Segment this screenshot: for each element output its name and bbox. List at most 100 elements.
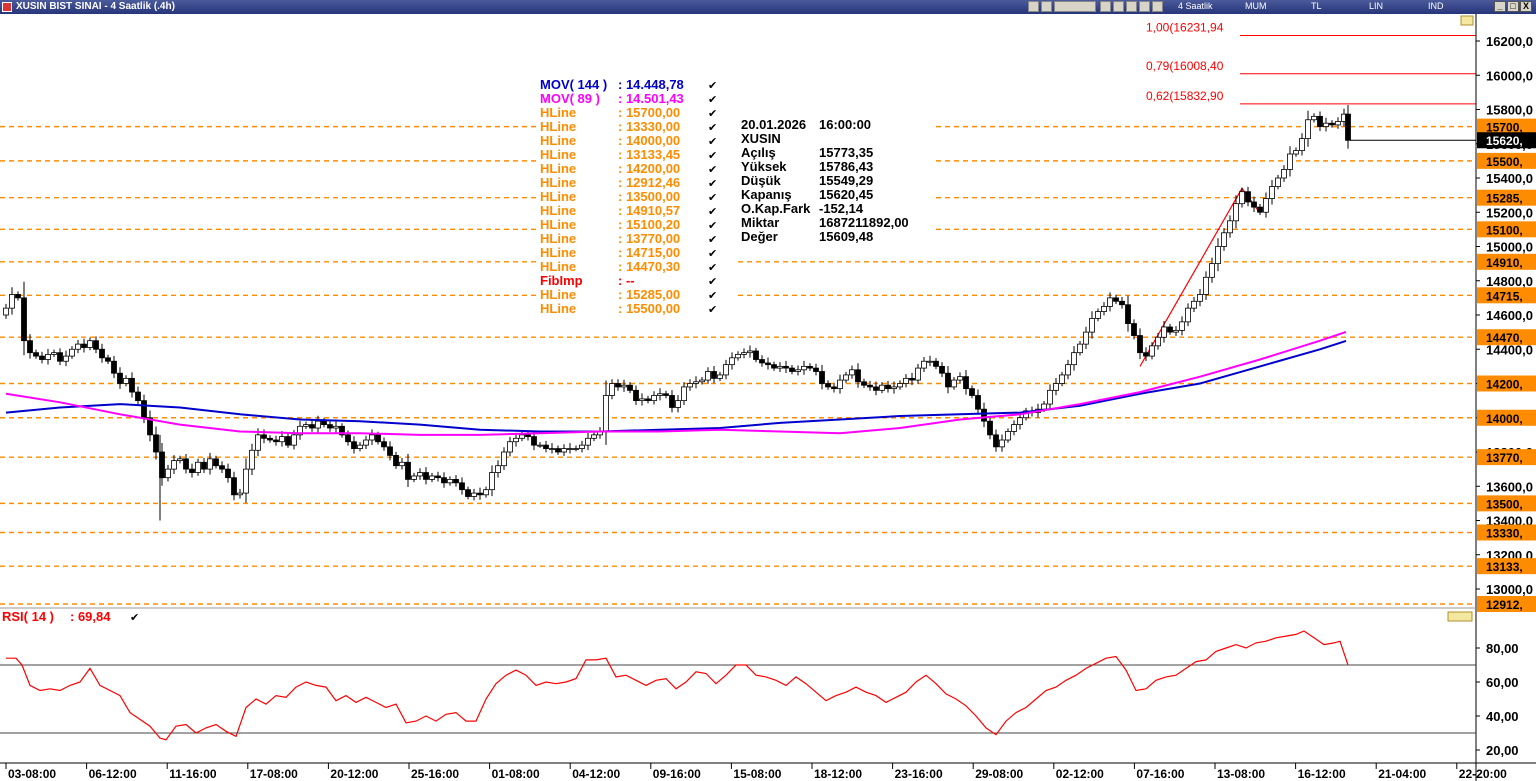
candle-body xyxy=(1155,336,1161,347)
candle-body xyxy=(111,360,117,374)
candle-body xyxy=(759,359,765,364)
candle-body xyxy=(1227,220,1233,234)
candle-body xyxy=(645,398,651,402)
legend-name: HLine xyxy=(540,147,576,162)
toolbar-chart-icon[interactable] xyxy=(1100,1,1111,12)
legend-name: HLine xyxy=(540,161,576,176)
legend-check-icon[interactable]: ✔ xyxy=(708,262,717,274)
candle-body xyxy=(309,424,315,429)
time-tick-label: 21-04:00 xyxy=(1378,767,1426,781)
candle-body xyxy=(675,400,681,408)
toolbar-candle-toggle[interactable]: MUM xyxy=(1245,1,1267,11)
candle-body xyxy=(1203,276,1209,295)
indicator-legend: MOV( 144 ): 14.448,78 ✔ MOV( 89 ): 14.501,… xyxy=(536,77,736,317)
info-box-background xyxy=(737,117,932,247)
candle-body xyxy=(1089,318,1095,333)
candle-body xyxy=(951,379,957,388)
candle-body xyxy=(297,425,303,436)
legend-check-icon[interactable]: ✔ xyxy=(708,192,717,204)
legend-check-icon[interactable]: ✔ xyxy=(708,122,717,134)
candle-body xyxy=(639,398,645,402)
legend-name: HLine xyxy=(540,245,576,260)
candle-body xyxy=(135,391,141,402)
legend-check-icon[interactable]: ✔ xyxy=(708,290,717,302)
minimize-button[interactable]: _ xyxy=(1494,1,1506,12)
price-chart[interactable]: 1,00(16231,940,79(16008,400,62(15832,90 … xyxy=(0,14,1536,781)
candle-body xyxy=(399,461,405,467)
time-tick-label: 22-20:00 xyxy=(1459,767,1507,781)
candle-body xyxy=(15,294,21,299)
toolbar-settings-icon[interactable] xyxy=(1152,1,1163,12)
legend-check-icon[interactable]: ✔ xyxy=(708,164,717,176)
candle-body xyxy=(1345,113,1351,141)
legend-check-icon[interactable]: ✔ xyxy=(708,276,717,288)
candle-body xyxy=(573,448,579,450)
legend-check-icon[interactable]: ✔ xyxy=(708,220,717,232)
candle-body xyxy=(351,441,357,449)
fib-trend-line[interactable] xyxy=(1139,187,1243,367)
pane-restore-icon[interactable] xyxy=(1460,15,1474,26)
toolbar-zoom-icon[interactable] xyxy=(1041,1,1052,12)
legend-value: : 13330,00 xyxy=(618,119,680,134)
candle-body xyxy=(429,475,435,480)
candle-body xyxy=(519,434,525,439)
legend-check-icon[interactable]: ✔ xyxy=(708,234,717,246)
rsi-tick-label: 60,00 xyxy=(1486,675,1519,690)
candle-body xyxy=(1017,417,1023,425)
maximize-button[interactable]: □ xyxy=(1507,1,1519,12)
toolbar-color-icon[interactable] xyxy=(1139,1,1150,12)
candle-body xyxy=(783,365,789,369)
mov144-line xyxy=(5,339,1347,433)
hline-axis-label: 15500, xyxy=(1486,155,1523,169)
toolbar-scale-toggle[interactable]: LIN xyxy=(1369,1,1384,11)
legend-check-icon[interactable]: ✔ xyxy=(708,108,717,120)
candle-body xyxy=(981,408,987,422)
candle-body xyxy=(1143,352,1149,357)
legend-check-icon[interactable]: ✔ xyxy=(708,304,717,316)
close-button[interactable]: X xyxy=(1520,1,1532,12)
info-label: Kapanış xyxy=(741,187,792,202)
candle-body xyxy=(945,372,951,388)
toolbar-check-icon[interactable] xyxy=(1126,1,1137,12)
hline-axis-tag xyxy=(1477,152,1536,169)
candle-body xyxy=(549,448,555,450)
legend-check-icon[interactable]: ✔ xyxy=(708,80,717,92)
hline-axis-label: 14000, xyxy=(1486,412,1523,426)
info-label: Miktar xyxy=(741,215,779,230)
candle-body xyxy=(447,478,453,484)
candle-body xyxy=(663,393,669,396)
toolbar-currency-toggle[interactable]: TL xyxy=(1311,1,1322,11)
legend-check-icon[interactable]: ✔ xyxy=(708,150,717,162)
toolbar-grid-icon[interactable] xyxy=(1028,1,1039,12)
mov89-line xyxy=(5,330,1347,436)
legend-check-icon[interactable]: ✔ xyxy=(708,206,717,218)
candle-body xyxy=(879,384,885,391)
info-value: 15773,35 xyxy=(819,145,873,160)
legend-check-icon[interactable]: ✔ xyxy=(708,94,717,106)
legend-check-icon[interactable]: ✔ xyxy=(708,248,717,260)
candle-body xyxy=(957,376,963,381)
candle-body xyxy=(129,377,135,393)
rsi-check-icon[interactable]: ✔ xyxy=(130,612,139,624)
toolbar-indicator-toggle[interactable]: IND xyxy=(1428,1,1444,11)
toolbar-period-select[interactable] xyxy=(1054,1,1096,12)
hline-axis-label: 14715, xyxy=(1486,289,1523,303)
legend-check-icon[interactable]: ✔ xyxy=(708,178,717,190)
hline-axis-tag xyxy=(1477,375,1536,392)
candle-body xyxy=(363,439,369,446)
candle-body xyxy=(867,384,873,388)
candle-body xyxy=(591,434,597,439)
price-tick-label: 14400,0 xyxy=(1486,342,1533,357)
rsi-pane-controls-icon[interactable] xyxy=(1447,611,1473,622)
legend-check-icon[interactable]: ✔ xyxy=(708,136,717,148)
price-tick-label: 14800,0 xyxy=(1486,274,1533,289)
candle-body xyxy=(1047,389,1053,405)
candle-body xyxy=(291,434,297,446)
candle-body xyxy=(393,455,399,467)
candle-body xyxy=(1005,431,1011,441)
hline-axis-tag xyxy=(1477,558,1536,575)
toolbar-period-label[interactable]: 4 Saatlik xyxy=(1178,1,1213,11)
candle-body xyxy=(1323,122,1329,128)
toolbar-draw-icon[interactable] xyxy=(1113,1,1124,12)
hline-axis-tag xyxy=(1477,449,1536,466)
